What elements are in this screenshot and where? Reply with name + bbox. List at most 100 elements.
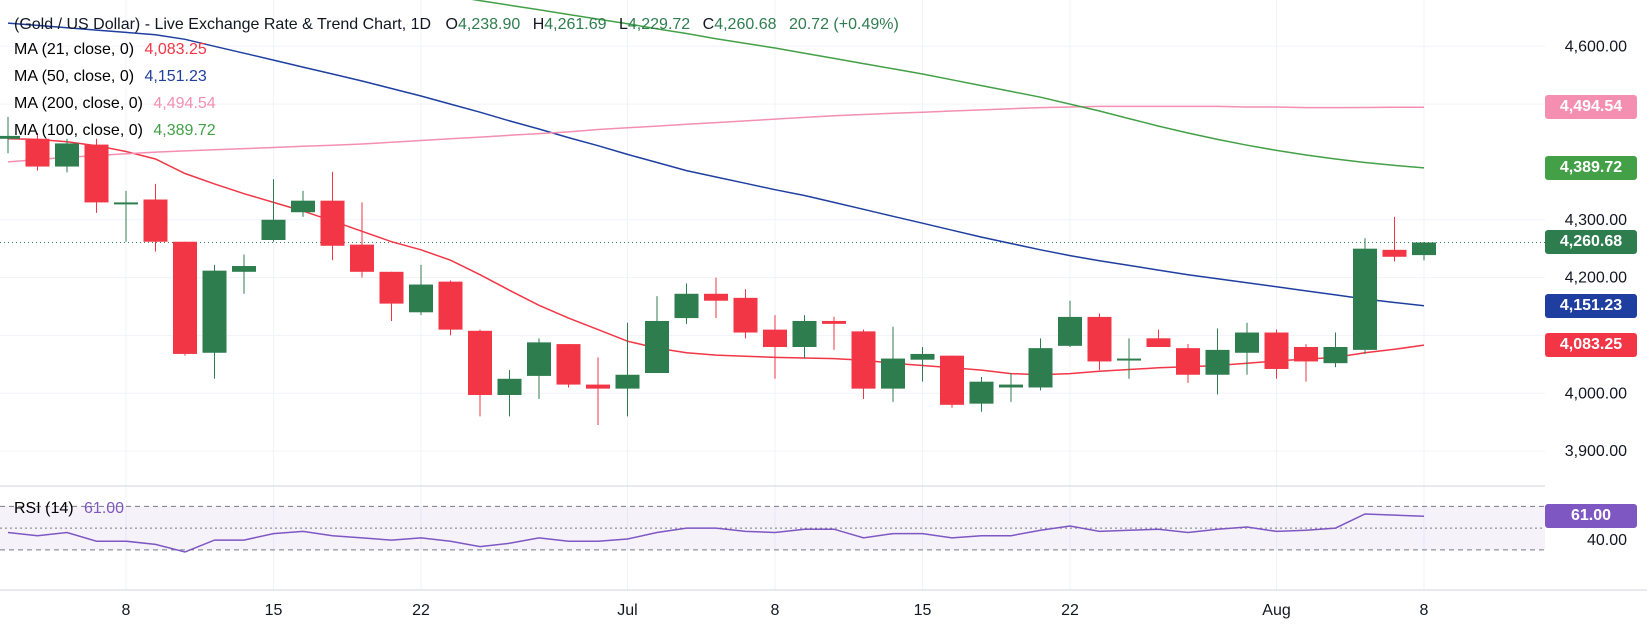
candle-body <box>379 271 404 304</box>
candle-body <box>25 138 50 167</box>
time-tick-label: 8 <box>771 602 780 619</box>
candle-body <box>1087 316 1112 362</box>
ma100-value: 4,389.72 <box>153 122 216 139</box>
ma50-legend[interactable]: MA (50, close, 0) 4,151.23 <box>14 67 207 87</box>
candle-body <box>822 320 846 324</box>
candle-body <box>173 241 197 354</box>
candle-body <box>1146 338 1171 347</box>
candle-body <box>586 384 610 389</box>
ma200-legend[interactable]: MA (200, close, 0) 4,494.54 <box>14 94 216 114</box>
price-axis[interactable]: 4,600.00 4,300.00 4,200.00 4,000.00 3,900.00… <box>1565 38 1627 549</box>
price-tick-label: 3,900.00 <box>1565 443 1627 460</box>
price-tag: 4,083.25 <box>1545 333 1637 358</box>
candle-body <box>1028 348 1053 388</box>
rsi-line <box>7 513 1425 553</box>
candle-body <box>674 293 699 319</box>
rsi-band <box>0 506 1545 550</box>
time-tick-label: 8 <box>122 602 131 619</box>
candle-body <box>999 384 1023 388</box>
candle-body <box>1353 248 1377 350</box>
change-value: 20.72 (+0.49%) <box>788 16 899 33</box>
open-label: O <box>445 16 458 33</box>
candle-body <box>792 320 817 347</box>
candle-body <box>1382 249 1407 257</box>
ma21-label: MA (21, close, 0) <box>14 41 135 58</box>
candle-body <box>556 344 581 385</box>
candle-body <box>291 200 315 213</box>
price-tag: 4,494.54 <box>1545 95 1637 120</box>
ma21-legend[interactable]: MA (21, close, 0) 4,083.25 <box>14 40 207 60</box>
rsi-label: RSI (14) <box>14 500 74 517</box>
price-tick-label: 4,000.00 <box>1565 385 1627 402</box>
candle-body <box>881 358 905 389</box>
candle-body <box>114 202 138 205</box>
candle-body <box>615 374 640 389</box>
candle-body <box>1205 349 1230 375</box>
candle-body <box>1323 346 1348 364</box>
candle-body <box>350 244 374 272</box>
candle-body <box>143 199 168 242</box>
grid <box>0 0 1647 591</box>
close-label: C <box>702 16 715 33</box>
candle-body <box>1058 316 1082 346</box>
candle-body <box>0 135 20 139</box>
candle-body <box>910 353 935 360</box>
low-value: 4,229.72 <box>627 16 691 33</box>
ma-line-2 <box>7 105 1424 163</box>
ma200-label: MA (200, close, 0) <box>14 95 143 112</box>
high-label: H <box>532 16 545 33</box>
ma100-label: MA (100, close, 0) <box>14 122 143 139</box>
time-tick-label: 22 <box>412 602 430 619</box>
rsi-tick-label: 40.00 <box>1587 532 1627 549</box>
candle-body <box>1294 346 1318 362</box>
candles <box>0 116 1436 426</box>
candle-body <box>55 143 79 167</box>
price-tag: 4,151.23 <box>1545 293 1637 318</box>
time-tick-label: 22 <box>1061 602 1079 619</box>
rsi-legend[interactable]: RSI (14) 61.00 <box>14 499 124 519</box>
ma21-value: 4,083.25 <box>144 41 207 58</box>
rsi-legend-value: 61.00 <box>84 500 125 517</box>
close-value: 4,260.68 <box>714 16 777 33</box>
candle-body <box>645 320 669 374</box>
ma100-legend[interactable]: MA (100, close, 0) 4,389.72 <box>14 121 216 141</box>
open-value: 4,238.90 <box>457 16 521 33</box>
candle-body <box>409 284 433 313</box>
candle-body <box>202 270 227 353</box>
ma-line-3 <box>471 0 1425 169</box>
candle-body <box>969 381 994 404</box>
candle-body <box>1264 332 1289 369</box>
time-tick-label: Aug <box>1262 602 1290 619</box>
low-label: L <box>619 16 628 33</box>
candle-body <box>261 219 286 240</box>
candle-body <box>1176 348 1200 375</box>
ma200-value: 4,494.54 <box>153 95 216 112</box>
price-tick-label: 4,300.00 <box>1565 212 1627 229</box>
time-tick-label: 15 <box>265 602 283 619</box>
ma50-value: 4,151.23 <box>144 68 207 85</box>
time-axis[interactable]: 8 15 22 Jul 8 15 22 Aug 8 <box>122 602 1429 619</box>
candle-body <box>1412 242 1436 256</box>
candle-body <box>763 329 787 347</box>
symbol-header: (Gold / US Dollar) - Live Exchange Rate … <box>14 15 899 35</box>
candle-body <box>704 293 728 301</box>
candle-body <box>232 266 256 272</box>
symbol-title: (Gold / US Dollar) - Live Exchange Rate … <box>14 16 432 33</box>
candle-body <box>1235 332 1259 353</box>
candle-body <box>320 200 345 246</box>
time-tick-label: 8 <box>1420 602 1429 619</box>
rsi-pane <box>0 505 1545 553</box>
candle-body <box>84 144 109 203</box>
candle-body <box>1117 358 1141 361</box>
candle-body <box>733 297 758 333</box>
ma-line-1 <box>7 22 1425 307</box>
candle-body <box>527 342 551 376</box>
rsi-tag: 61.00 <box>1545 504 1637 529</box>
high-value: 4,261.69 <box>544 16 607 33</box>
price-tick-label: 4,200.00 <box>1565 270 1627 287</box>
candle-body <box>438 281 463 330</box>
price-tag: 4,389.72 <box>1545 155 1637 180</box>
time-tick-label: 15 <box>914 602 932 619</box>
price-tag: 4,260.68 <box>1545 230 1637 255</box>
